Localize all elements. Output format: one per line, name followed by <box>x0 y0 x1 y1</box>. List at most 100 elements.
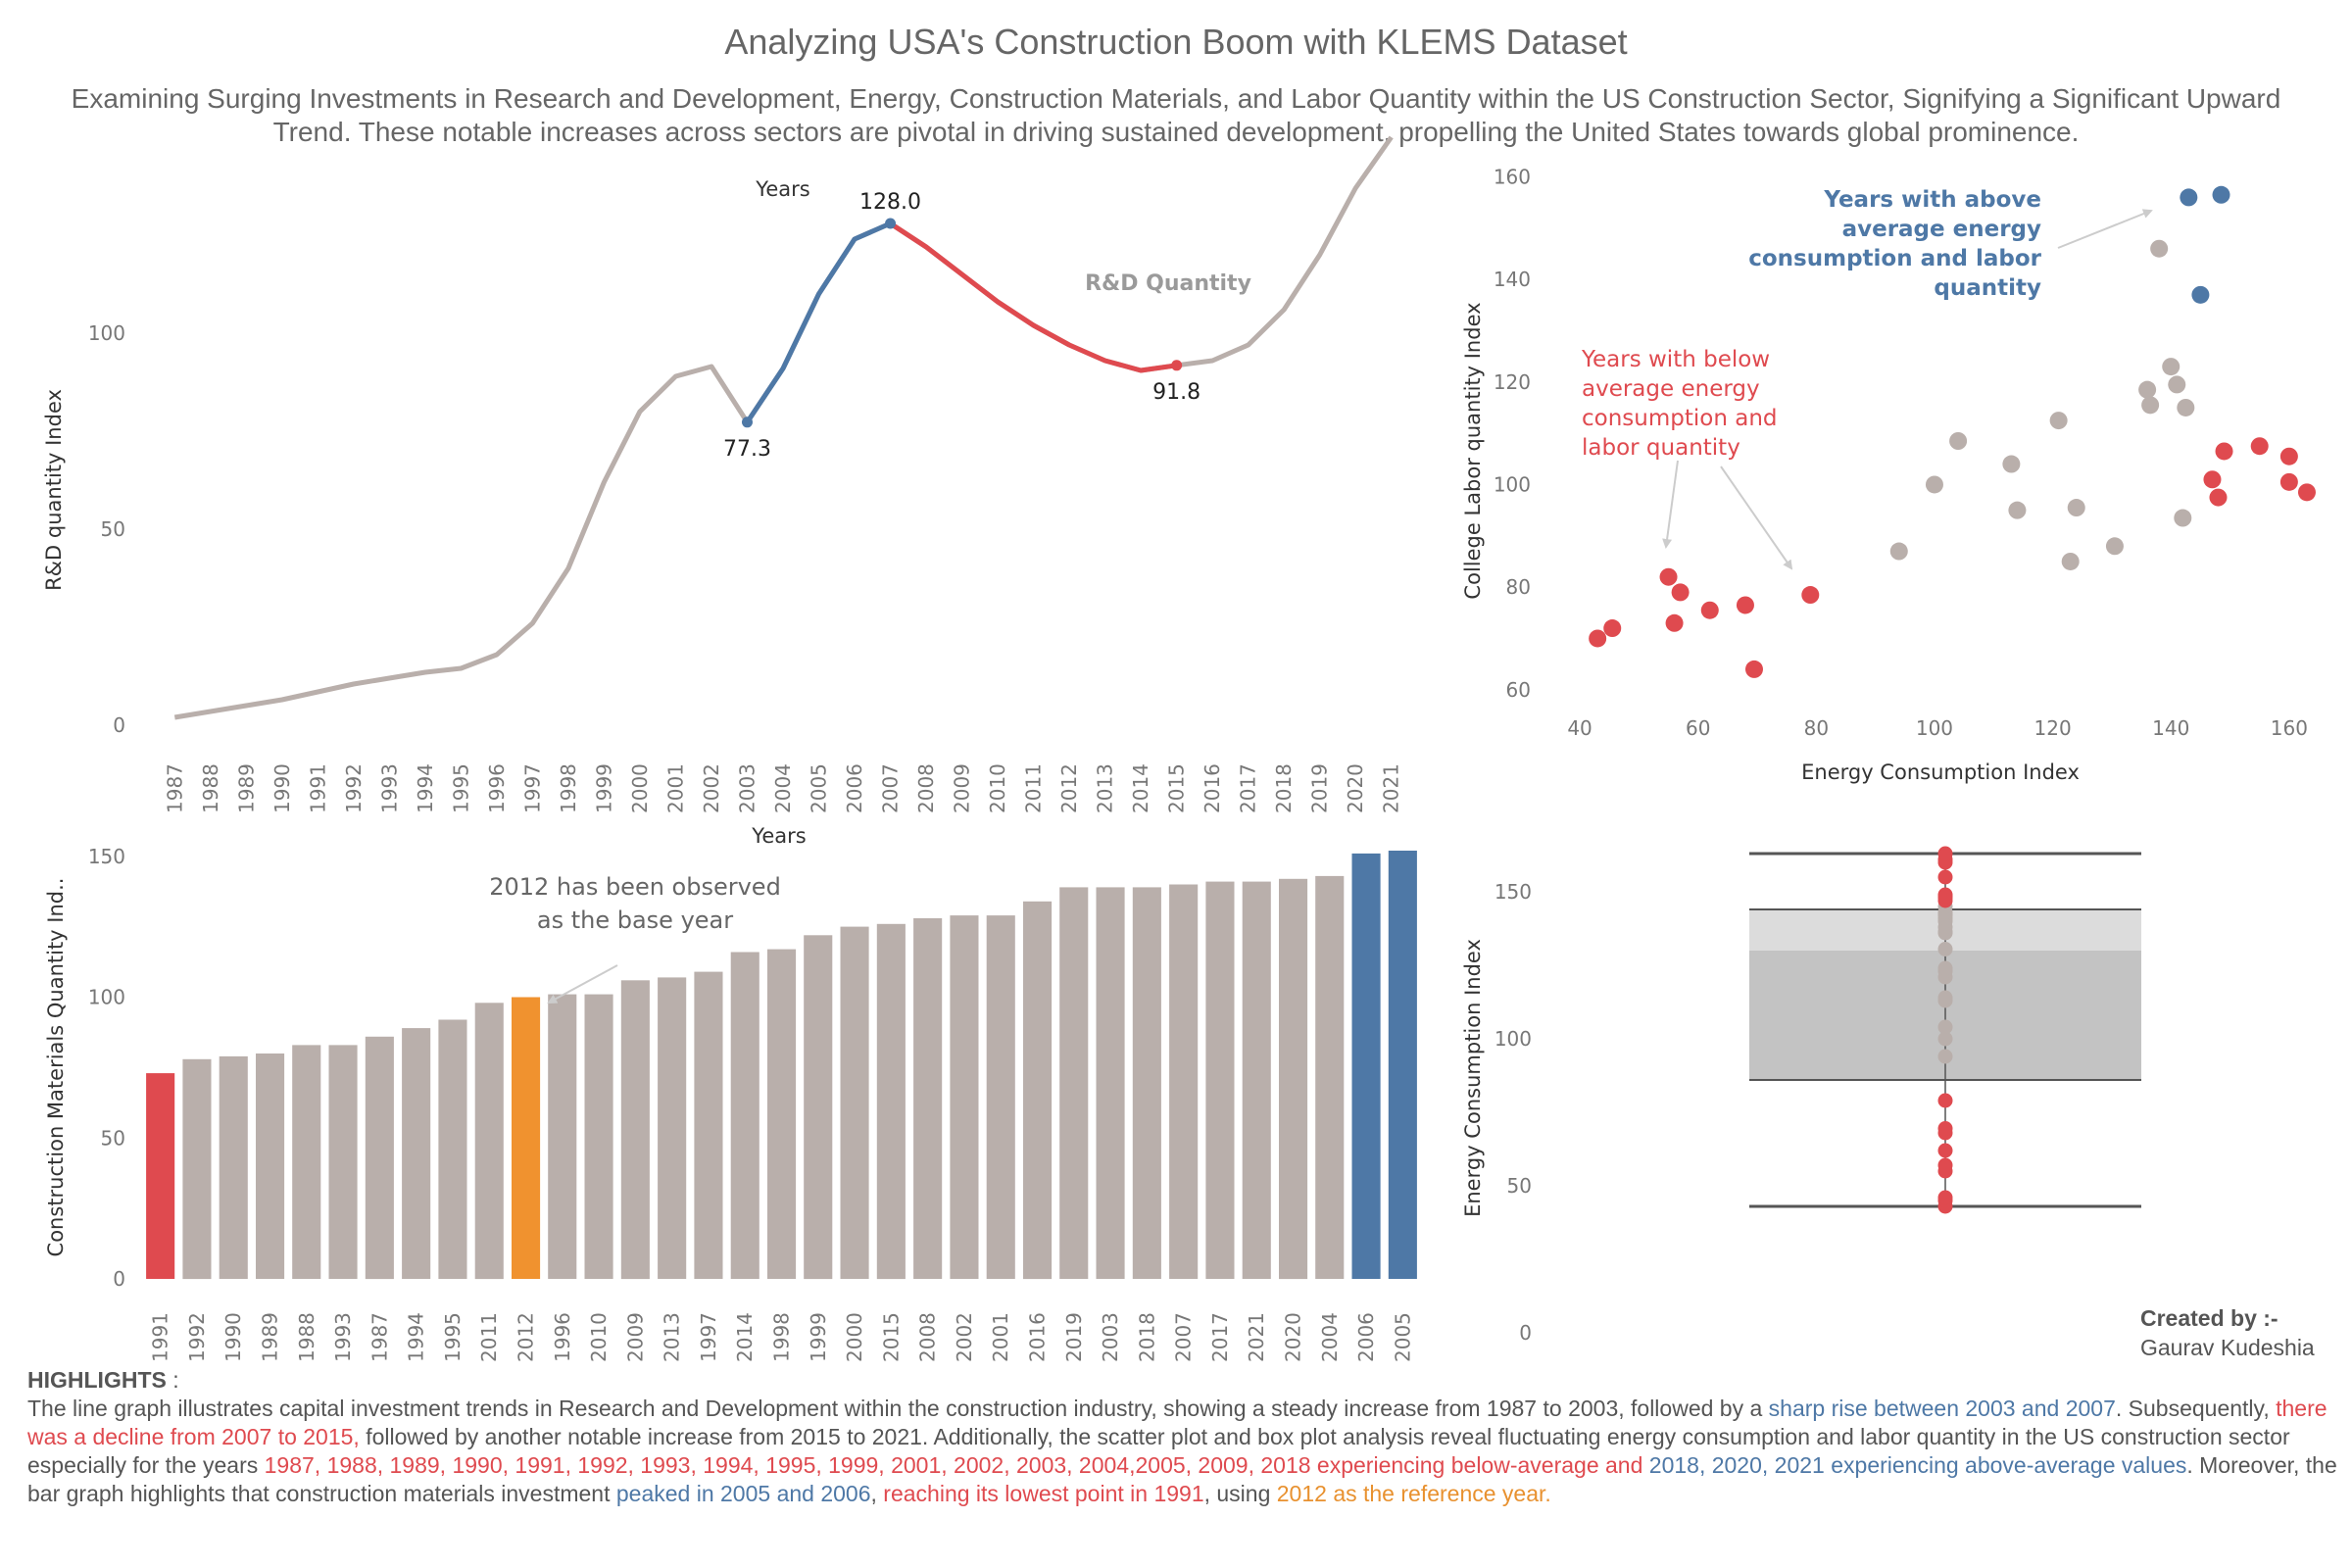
scatter-y-tick: 100 <box>1494 472 1531 496</box>
highlights-section: HIGHLIGHTS : The line graph illustrates … <box>27 1366 2340 1508</box>
bar <box>548 994 577 1279</box>
scatter-x-tick: 120 <box>2034 716 2072 740</box>
energy-labor-scatter-chart: 60 80 100 120 140 160 40 60 80 100 120 140 160 Energy… <box>1461 165 2316 784</box>
box-point <box>1937 1049 1953 1064</box>
bar-x-tick: 1988 <box>295 1312 318 1362</box>
bar-x-tick: 2001 <box>989 1312 1012 1362</box>
bar <box>1132 887 1161 1279</box>
line-x-tick: 2013 <box>1094 763 1117 813</box>
scatter-x-tick: 160 <box>2271 716 2308 740</box>
bar-x-tick: 1994 <box>405 1312 428 1362</box>
credits-name: Gaurav Kudeshia <box>2140 1335 2315 1360</box>
line-x-tick: 1987 <box>163 763 186 813</box>
scatter-y-tick: 80 <box>1506 575 1531 599</box>
bar-x-tick: 1996 <box>551 1312 574 1362</box>
scatter-point <box>1589 629 1607 648</box>
scatter-point <box>2168 375 2186 394</box>
bar <box>1169 884 1199 1279</box>
box-point <box>1937 942 1953 956</box>
line-series-rd <box>173 135 1394 720</box>
scatter-point <box>2138 380 2157 399</box>
line-x-tick: 1998 <box>557 763 580 813</box>
line-x-tick: 2000 <box>628 763 652 813</box>
bar-x-tick: 1990 <box>221 1312 245 1362</box>
annotation-arrow <box>2057 209 2153 249</box>
bar <box>694 971 723 1279</box>
bar-x-tick: 2014 <box>733 1312 757 1362</box>
annotation-arrow <box>1720 466 1793 570</box>
line-x-tick: 2015 <box>1165 763 1189 813</box>
bar-x-tick: 1993 <box>331 1312 355 1362</box>
scatter-y-tick: 60 <box>1506 678 1531 702</box>
line-y-tick: 100 <box>88 321 125 345</box>
highlights-segment: . Moreover, the bar graph highlights tha… <box>27 1452 2337 1506</box>
bar-x-tick: 1992 <box>185 1312 209 1362</box>
bar-x-tick: 2019 <box>1062 1312 1086 1362</box>
scatter-y-tick: 120 <box>1494 370 1531 394</box>
scatter-point <box>1671 583 1690 602</box>
bar <box>950 915 979 1279</box>
bar <box>986 915 1015 1279</box>
highlights-segment: 2012 as the reference year. <box>1276 1481 1551 1506</box>
line-x-tick: 2008 <box>914 763 938 813</box>
line-y-tick: 0 <box>113 713 125 737</box>
above-average-annotation: average energy <box>1842 217 2041 242</box>
bar <box>620 980 650 1280</box>
line-x-tick: 2010 <box>986 763 1009 813</box>
bar-y-axis-title: Construction Materials Quantity Ind.. <box>44 878 68 1257</box>
bar <box>767 949 797 1279</box>
bar-x-tick: 1999 <box>807 1312 830 1362</box>
scatter-point <box>2008 501 2027 519</box>
rd-line-chart: Years R&D quantity Index 0 50 100 1987 1988 198… <box>42 135 1403 813</box>
line-x-tick: 2009 <box>951 763 974 813</box>
highlights-segment: The line graph illustrates capital inves… <box>27 1396 1769 1421</box>
below-average-annotation: labor quantity <box>1582 435 1740 461</box>
scatter-point <box>2209 488 2228 507</box>
bar-top-axis-label: Years <box>751 824 806 848</box>
line-x-tick: 1994 <box>414 763 437 813</box>
line-x-tick: 2021 <box>1380 763 1403 813</box>
scatter-point <box>2067 499 2085 517</box>
bar-x-tick: 2008 <box>916 1312 940 1362</box>
highlights-segment: peaked in 2005 and 2006 <box>615 1481 871 1506</box>
box-point <box>1937 1190 1953 1205</box>
line-x-tick: 2005 <box>808 763 831 813</box>
bar <box>438 1019 467 1279</box>
scatter-point <box>2279 447 2298 466</box>
line-marker <box>885 218 897 229</box>
dashboard-subtitle: Examining Surging Investments in Researc… <box>71 83 2281 147</box>
highlights-segment: . Subsequently, <box>2115 1396 2277 1421</box>
bar-x-tick: 2013 <box>661 1312 684 1362</box>
scatter-point <box>2191 285 2210 304</box>
scatter-point <box>2061 552 2080 570</box>
line-x-tick: 1988 <box>199 763 222 813</box>
scatter-point <box>1665 613 1684 632</box>
line-x-tick: 1996 <box>485 763 509 813</box>
bar-x-tick: 2016 <box>1026 1312 1050 1362</box>
box-y-tick: 150 <box>1494 880 1532 904</box>
box-point <box>1937 887 1953 903</box>
bar-x-tick: 2007 <box>1172 1312 1196 1362</box>
scatter-point <box>2297 483 2316 502</box>
bar <box>292 1045 321 1279</box>
bar-x-tick: 1987 <box>368 1312 391 1362</box>
line-x-tick: 2001 <box>663 763 687 813</box>
bar <box>658 977 687 1279</box>
bar-x-tick: 2009 <box>623 1312 647 1362</box>
bar-x-tick: 2004 <box>1318 1312 1342 1362</box>
bar <box>256 1054 285 1279</box>
bar-x-tick: 2002 <box>953 1312 976 1362</box>
box-point <box>1937 1031 1953 1047</box>
line-x-tick: 1997 <box>520 763 544 813</box>
bar <box>328 1045 358 1279</box>
bar-x-tick: 1997 <box>697 1312 720 1362</box>
line-data-label: 77.3 <box>723 437 771 462</box>
bar-x-tick: 2017 <box>1208 1312 1232 1362</box>
bar <box>402 1028 431 1279</box>
highlights-segment: reaching its lowest point in 1991 <box>883 1481 1204 1506</box>
highlights-heading: HIGHLIGHTS <box>27 1367 167 1393</box>
bar <box>219 1055 248 1279</box>
bar <box>146 1073 175 1279</box>
bar-x-tick: 2021 <box>1245 1312 1268 1362</box>
bar <box>840 926 869 1279</box>
